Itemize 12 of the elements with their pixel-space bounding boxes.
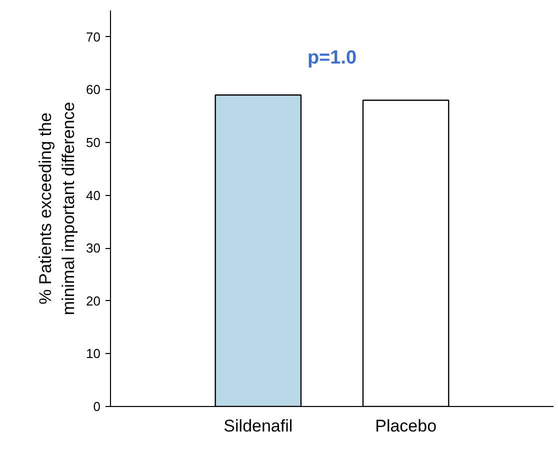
y-tick-label: 70 [86,29,101,44]
y-tick-label: 30 [86,240,101,256]
x-tick-label: Sildenafil [224,416,293,436]
y-tick-label: 50 [86,135,101,150]
y-tick-label: 20 [86,293,101,308]
y-tick-label: 60 [86,82,101,98]
y-tick-label: 40 [86,188,101,203]
y-axis-title: % Patients exceeding the minimal important difference [36,102,78,316]
y-tick-label: 0 [93,399,101,414]
annotation: p=1.0 [307,48,357,69]
y-tick-label: 10 [86,346,101,362]
x-tick-label: Placebo [375,416,437,436]
